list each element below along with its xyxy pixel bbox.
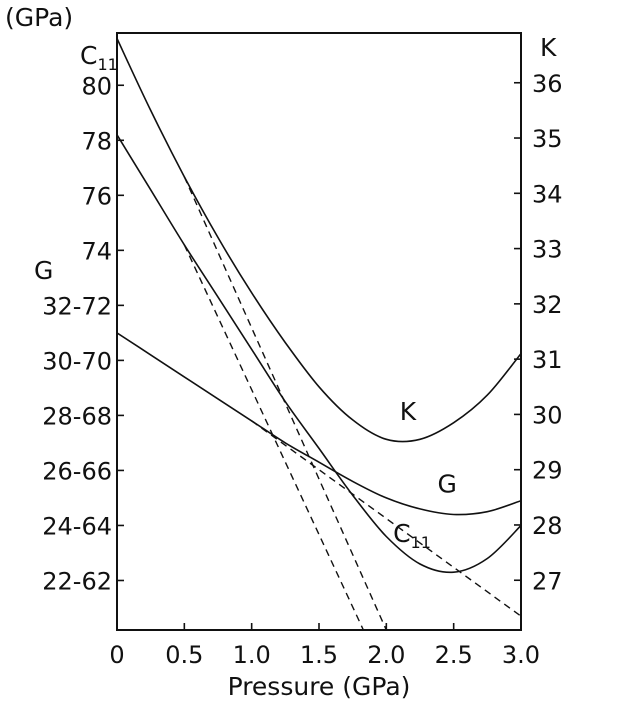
right-tick-label: 28 [532, 512, 563, 540]
x-axis-title: Pressure (GPa) [228, 672, 411, 701]
left-tick-label: 24-64 [42, 512, 112, 540]
x-tick-label: 0 [109, 641, 124, 669]
right-tick-label: 31 [532, 346, 563, 374]
series-k-extrapolation [183, 176, 387, 630]
series-k [117, 38, 521, 443]
x-tick-label: 0.5 [165, 641, 203, 669]
right-axis-k-label: K [540, 33, 557, 62]
right-tick-label: 33 [532, 236, 563, 264]
right-tick-label: 32 [532, 291, 563, 319]
left-tick-label: 80 [81, 72, 112, 100]
x-tick-label: 1.5 [300, 641, 338, 669]
series-g [117, 332, 521, 516]
series-c11-extrapolation [183, 244, 365, 630]
right-tick-label: 34 [532, 180, 563, 208]
right-tick-label: 35 [532, 125, 563, 153]
left-tick-label: 32-72 [42, 292, 112, 320]
left-axis-unit-label: (GPa) [5, 3, 73, 32]
right-tick-label: 36 [532, 70, 563, 98]
right-tick-label: 29 [532, 457, 563, 485]
left-tick-label: 74 [81, 237, 112, 265]
x-tick-label: 2.0 [367, 641, 405, 669]
series-g-extrapolation [251, 420, 521, 617]
curve-label-k: K [400, 397, 417, 426]
series-c11 [117, 134, 521, 574]
left-tick-label: 22-62 [42, 567, 112, 595]
curve-label-c: C11 [393, 519, 431, 552]
right-tick-label: 30 [532, 401, 563, 429]
left-tick-label: 30-70 [42, 347, 112, 375]
left-tick-label: 78 [81, 127, 112, 155]
right-tick-label: 27 [532, 567, 563, 595]
left-tick-label: 26-66 [42, 457, 112, 485]
left-axis-c11-label: C11 [80, 41, 118, 74]
x-tick-label: 3.0 [502, 641, 540, 669]
curve-label-g: G [438, 469, 457, 498]
plot-frame [116, 32, 522, 631]
x-tick-label: 2.5 [435, 641, 473, 669]
labels-group: 0 0.5 1.0 1.5 2.0 2.5 3.0 22-62 24-64 26-66 28-68 3… [5, 3, 563, 701]
left-axis-g-label: G [34, 256, 53, 285]
left-tick-label: 28-68 [42, 402, 112, 430]
x-tick-label: 1.0 [233, 641, 271, 669]
left-tick-label: 76 [81, 182, 112, 210]
series-group [117, 38, 521, 630]
axis-ticks [116, 81, 522, 630]
